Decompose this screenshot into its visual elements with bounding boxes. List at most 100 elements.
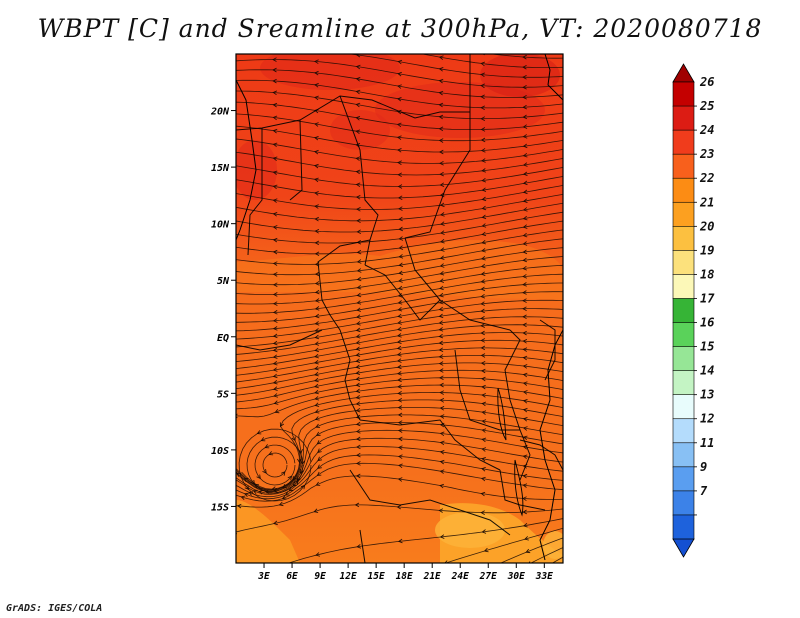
map-title: WBPT [C] and Sreamline at 300hPa, VT: 20… (37, 14, 763, 43)
lon-tick-label: 15E (368, 571, 385, 582)
border-line (247, 128, 263, 256)
stream-arrow (314, 313, 320, 319)
stream-arrow (356, 444, 361, 450)
stream-arrow (438, 313, 444, 319)
stream-arrow (250, 479, 255, 485)
streamline (236, 291, 563, 332)
streamline (236, 308, 563, 348)
stream-arrow (231, 89, 235, 93)
stream-arrow (314, 402, 320, 407)
stream-arrow (480, 279, 486, 284)
stream-arrow (291, 436, 296, 442)
colorbar-swatch (672, 514, 695, 540)
stream-arrow (481, 447, 487, 452)
stream-arrow (438, 55, 444, 60)
stream-arrow (317, 448, 322, 453)
colorbar-level-label: 24 (699, 123, 714, 137)
streamline (236, 238, 563, 276)
stream-arrow (232, 360, 236, 364)
colorbar-level-label: 20 (699, 219, 714, 233)
stream-arrow (272, 57, 277, 62)
streamline (236, 332, 563, 369)
stream-arrow (314, 389, 319, 395)
stream-arrow (522, 339, 528, 344)
stream-arrow (397, 412, 403, 418)
stream-arrow (314, 122, 319, 127)
stream-arrow (480, 491, 486, 497)
map-frame (235, 53, 564, 564)
stream-arrow (272, 272, 278, 277)
credit-label: GrADS: IGES/COLA (6, 603, 103, 614)
stream-arrow (314, 377, 319, 383)
stream-arrow (522, 143, 528, 149)
colorbar-level-label: 17 (700, 292, 715, 306)
lat-tick-label: 5N (217, 276, 230, 287)
streamline (236, 264, 563, 305)
stream-arrow (356, 229, 362, 235)
stream-arrow (314, 204, 319, 209)
axis-ticks: 20N 15N 10N 5N EQ 5S 10S 15S 3E 6E 9E 12E 15E 18E 21E 2… (210, 107, 553, 582)
stream-arrow (522, 372, 528, 378)
stream-arrow (317, 456, 323, 462)
stream-arrow (355, 346, 361, 351)
stream-arrow (355, 394, 361, 400)
streamline (236, 113, 563, 142)
stream-arrow (522, 355, 528, 361)
stream-arrow (356, 461, 361, 466)
stream-arrow (439, 278, 445, 283)
colorbar-swatch (672, 105, 695, 131)
stream-arrow (522, 435, 528, 441)
stream-arrow (396, 97, 402, 102)
lat-tick-label: 10N (211, 220, 230, 231)
stream-arrow (522, 84, 527, 90)
stream-arrow (438, 320, 444, 325)
stream-arrow (438, 67, 444, 72)
stream-arrow (522, 306, 527, 311)
colorbar-swatch (672, 442, 695, 468)
stream-arrow (398, 226, 404, 232)
streamline (246, 436, 304, 494)
stream-arrow (522, 124, 528, 129)
stream-arrow (480, 255, 486, 261)
stream-arrow (232, 380, 236, 384)
border-line (236, 95, 470, 131)
stream-arrow (439, 270, 445, 276)
streamline (420, 54, 563, 68)
border-line (359, 529, 366, 563)
stream-arrow (232, 245, 236, 249)
stream-arrow (481, 223, 487, 228)
stream-arrow (272, 347, 278, 353)
stream-arrow (236, 191, 237, 192)
stream-arrow (481, 376, 486, 382)
colorbar-level-label: 14 (700, 364, 714, 378)
stream-arrow (314, 83, 319, 88)
stream-arrow (438, 354, 444, 359)
stream-arrow (522, 215, 528, 221)
stream-arrow (525, 548, 531, 554)
stream-arrow (314, 216, 319, 222)
stream-arrow (272, 360, 278, 366)
stream-arrow (355, 376, 361, 381)
stream-arrow (356, 544, 362, 549)
stream-arrow (439, 255, 445, 260)
stream-arrow (272, 237, 278, 243)
stream-arrow (524, 536, 529, 541)
streamline (236, 282, 563, 323)
stream-arrow (281, 495, 287, 500)
stream-arrow (438, 508, 444, 513)
lat-tick-label: 10S (211, 446, 229, 457)
stream-arrow (232, 219, 236, 223)
stream-arrow (397, 454, 403, 459)
stream-arrow (397, 436, 403, 442)
colorbar-level-label: 11 (700, 436, 714, 450)
stream-arrow (355, 473, 361, 479)
stream-arrow (355, 352, 361, 357)
stream-arrow (355, 64, 361, 70)
stream-arrow (480, 345, 486, 351)
stream-arrow (439, 459, 445, 465)
lon-tick-label: 24E (451, 571, 469, 582)
coastline (236, 79, 257, 241)
stream-arrow (480, 368, 486, 374)
stream-arrow (297, 458, 302, 464)
stream-arrow (439, 431, 445, 437)
